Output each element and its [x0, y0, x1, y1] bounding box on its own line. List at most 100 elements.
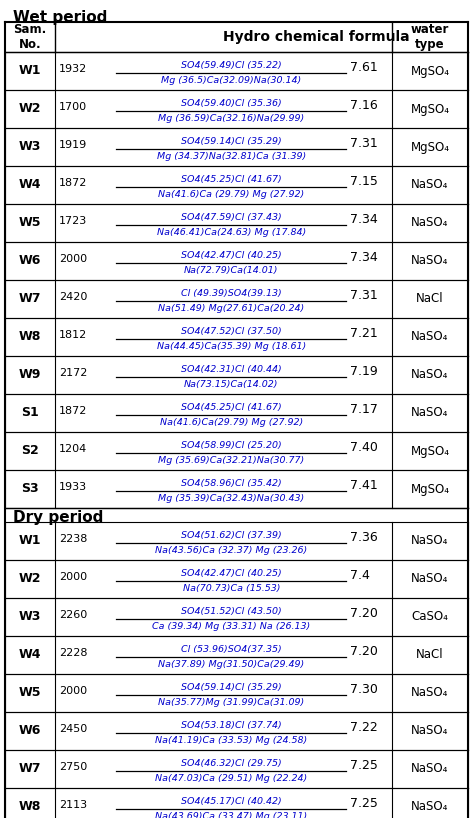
Text: 7.31: 7.31	[350, 137, 378, 150]
Text: Hydro chemical formula: Hydro chemical formula	[224, 30, 410, 44]
Text: NaSO₄: NaSO₄	[411, 217, 449, 230]
Text: 2238: 2238	[59, 534, 87, 544]
Text: W4: W4	[19, 178, 41, 191]
Text: Na(72.79)Ca(14.01): Na(72.79)Ca(14.01)	[184, 266, 279, 275]
Text: W9: W9	[19, 368, 41, 381]
Text: 1204: 1204	[59, 444, 87, 454]
Text: SO4(59.40)Cl (35.36): SO4(59.40)Cl (35.36)	[181, 99, 282, 108]
Text: W7: W7	[19, 762, 41, 775]
Text: Dry period: Dry period	[13, 510, 103, 525]
Text: W1: W1	[19, 534, 41, 547]
Text: NaSO₄: NaSO₄	[411, 762, 449, 775]
Text: 7.20: 7.20	[350, 645, 378, 658]
Text: 7.22: 7.22	[350, 721, 378, 734]
Text: S3: S3	[21, 483, 39, 496]
Text: 2750: 2750	[59, 762, 87, 772]
Text: Na(44.45)Ca(35.39) Mg (18.61): Na(44.45)Ca(35.39) Mg (18.61)	[157, 342, 306, 351]
Text: 2172: 2172	[59, 368, 87, 378]
Text: NaSO₄: NaSO₄	[411, 686, 449, 699]
Text: W3: W3	[19, 141, 41, 154]
Text: W7: W7	[19, 293, 41, 305]
Text: Na(73.15)Ca(14.02): Na(73.15)Ca(14.02)	[184, 380, 279, 389]
Text: SO4(42.47)Cl (40.25): SO4(42.47)Cl (40.25)	[181, 569, 282, 578]
Text: W5: W5	[19, 217, 41, 230]
Text: MgSO₄: MgSO₄	[410, 65, 449, 78]
Text: Mg (34.37)Na(32.81)Ca (31.39): Mg (34.37)Na(32.81)Ca (31.39)	[157, 152, 306, 161]
Text: 1700: 1700	[59, 102, 87, 112]
Text: NaSO₄: NaSO₄	[411, 534, 449, 547]
Text: SO4(45.25)Cl (41.67): SO4(45.25)Cl (41.67)	[181, 403, 282, 412]
Text: 7.36: 7.36	[350, 531, 378, 544]
Text: SO4(45.25)Cl (41.67): SO4(45.25)Cl (41.67)	[181, 175, 282, 184]
Text: 2420: 2420	[59, 292, 87, 302]
Text: Na(37.89) Mg(31.50)Ca(29.49): Na(37.89) Mg(31.50)Ca(29.49)	[158, 660, 305, 669]
Text: SO4(51.52)Cl (43.50): SO4(51.52)Cl (43.50)	[181, 607, 282, 616]
Text: W6: W6	[19, 725, 41, 738]
Text: 2000: 2000	[59, 254, 87, 264]
Text: NaSO₄: NaSO₄	[411, 407, 449, 420]
Text: 7.34: 7.34	[350, 251, 378, 264]
Text: SO4(58.99)Cl (25.20): SO4(58.99)Cl (25.20)	[181, 441, 282, 450]
Text: 2000: 2000	[59, 572, 87, 582]
Text: 7.30: 7.30	[350, 683, 378, 696]
Text: Na(70.73)Ca (15.53): Na(70.73)Ca (15.53)	[183, 584, 280, 593]
Text: NaSO₄: NaSO₄	[411, 801, 449, 813]
Text: 1723: 1723	[59, 216, 87, 226]
Text: NaSO₄: NaSO₄	[411, 573, 449, 586]
Text: W5: W5	[19, 686, 41, 699]
Text: Mg (35.39)Ca(32.43)Na(30.43): Mg (35.39)Ca(32.43)Na(30.43)	[158, 494, 305, 503]
Text: SO4(58.96)Cl (35.42): SO4(58.96)Cl (35.42)	[181, 479, 282, 488]
Text: W1: W1	[19, 65, 41, 78]
Text: water
type: water type	[411, 23, 449, 51]
Text: 2000: 2000	[59, 686, 87, 696]
Text: MgSO₄: MgSO₄	[410, 444, 449, 457]
Text: 7.17: 7.17	[350, 403, 378, 416]
Text: Mg (36.5)Ca(32.09)Na(30.14): Mg (36.5)Ca(32.09)Na(30.14)	[161, 76, 301, 85]
Text: MgSO₄: MgSO₄	[410, 141, 449, 154]
Text: Mg (36.59)Ca(32.16)Na(29.99): Mg (36.59)Ca(32.16)Na(29.99)	[158, 114, 305, 123]
Text: 7.19: 7.19	[350, 365, 378, 378]
Text: Na(41.19)Ca (33.53) Mg (24.58): Na(41.19)Ca (33.53) Mg (24.58)	[155, 736, 308, 745]
Text: NaSO₄: NaSO₄	[411, 330, 449, 344]
Text: 2260: 2260	[59, 610, 87, 620]
Text: Na(46.41)Ca(24.63) Mg (17.84): Na(46.41)Ca(24.63) Mg (17.84)	[157, 228, 306, 237]
Text: W8: W8	[19, 801, 41, 813]
Text: Na(51.49) Mg(27.61)Ca(20.24): Na(51.49) Mg(27.61)Ca(20.24)	[158, 304, 305, 313]
Text: 7.16: 7.16	[350, 99, 378, 112]
Text: SO4(59.14)Cl (35.29): SO4(59.14)Cl (35.29)	[181, 137, 282, 146]
Text: SO4(59.14)Cl (35.29): SO4(59.14)Cl (35.29)	[181, 683, 282, 692]
Text: NaSO₄: NaSO₄	[411, 368, 449, 381]
Text: 1932: 1932	[59, 64, 87, 74]
Text: Cl (53.96)SO4(37.35): Cl (53.96)SO4(37.35)	[181, 645, 282, 654]
Text: 7.41: 7.41	[350, 479, 378, 492]
Text: W2: W2	[19, 573, 41, 586]
Text: 7.40: 7.40	[350, 441, 378, 454]
Text: Na(43.56)Ca (32.37) Mg (23.26): Na(43.56)Ca (32.37) Mg (23.26)	[155, 546, 308, 555]
Text: NaSO₄: NaSO₄	[411, 725, 449, 738]
Text: 7.25: 7.25	[350, 797, 378, 810]
Text: S2: S2	[21, 444, 39, 457]
Text: W6: W6	[19, 254, 41, 267]
Text: 2228: 2228	[59, 648, 88, 658]
Text: SO4(45.17)Cl (40.42): SO4(45.17)Cl (40.42)	[181, 797, 282, 806]
Text: Ca (39.34) Mg (33.31) Na (26.13): Ca (39.34) Mg (33.31) Na (26.13)	[152, 622, 310, 631]
Text: 7.34: 7.34	[350, 213, 378, 226]
Text: MgSO₄: MgSO₄	[410, 102, 449, 115]
Text: NaCl: NaCl	[416, 649, 444, 662]
Text: 7.61: 7.61	[350, 61, 378, 74]
Text: SO4(51.62)Cl (37.39): SO4(51.62)Cl (37.39)	[181, 531, 282, 540]
Text: SO4(46.32)Cl (29.75): SO4(46.32)Cl (29.75)	[181, 759, 282, 768]
Text: Na(43.69)Ca (33.47) Mg (23.11): Na(43.69)Ca (33.47) Mg (23.11)	[155, 812, 308, 818]
Text: 7.31: 7.31	[350, 289, 378, 302]
Text: 2450: 2450	[59, 724, 87, 734]
Text: 7.21: 7.21	[350, 327, 378, 340]
Text: Na(47.03)Ca (29.51) Mg (22.24): Na(47.03)Ca (29.51) Mg (22.24)	[155, 774, 308, 783]
Text: SO4(53.18)Cl (37.74): SO4(53.18)Cl (37.74)	[181, 721, 282, 730]
Text: SO4(42.47)Cl (40.25): SO4(42.47)Cl (40.25)	[181, 251, 282, 260]
Text: W8: W8	[19, 330, 41, 344]
Text: 2113: 2113	[59, 800, 87, 810]
Text: SO4(42.31)Cl (40.44): SO4(42.31)Cl (40.44)	[181, 365, 282, 374]
Text: Na(41.6)Ca(29.79) Mg (27.92): Na(41.6)Ca(29.79) Mg (27.92)	[160, 418, 303, 427]
Text: 1872: 1872	[59, 178, 87, 188]
Text: Sam.
No.: Sam. No.	[13, 23, 46, 51]
